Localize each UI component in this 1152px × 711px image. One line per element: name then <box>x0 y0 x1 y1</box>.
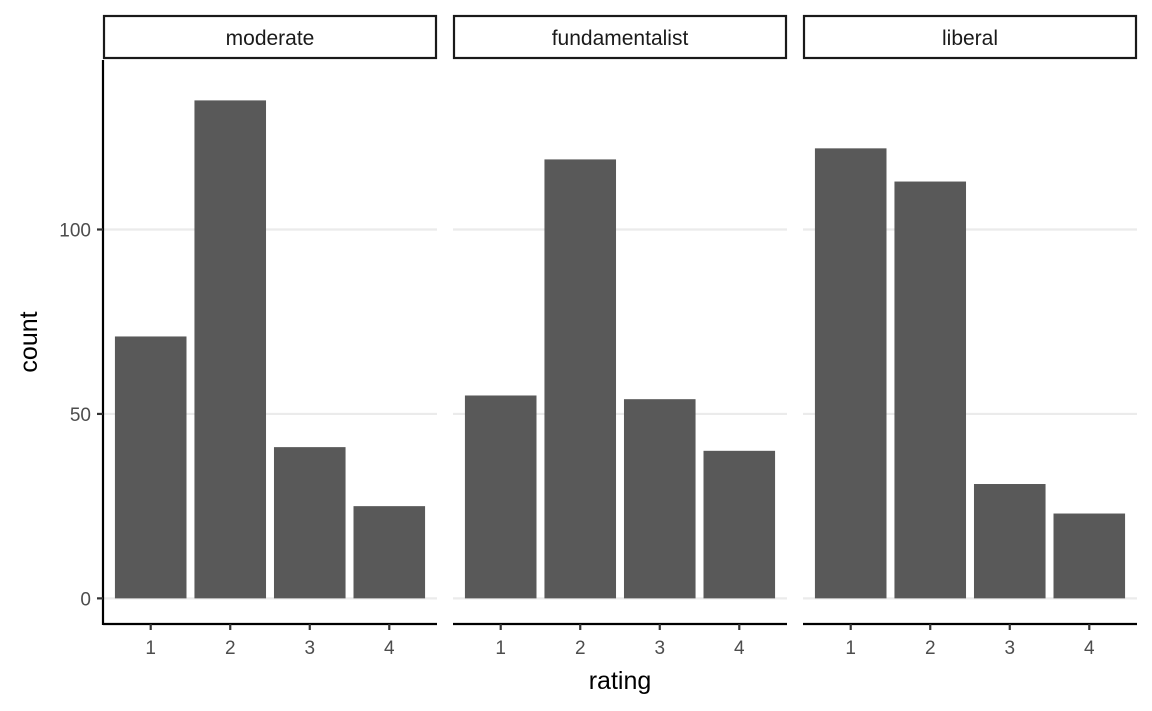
facet-panel-liberal: liberal 1 2 3 4 <box>802 14 1138 659</box>
y-tick-label: 100 <box>59 220 91 241</box>
bar-fundamentalist-4 <box>703 450 776 599</box>
bar-fundamentalist-3 <box>623 399 696 599</box>
facet-strip-label: fundamentalist <box>552 27 689 50</box>
facet-panel-moderate: moderate 1 2 3 4 0 50 100 <box>59 14 438 659</box>
bar-fundamentalist-2 <box>544 159 617 599</box>
bar-liberal-1 <box>814 148 887 599</box>
bar-liberal-3 <box>973 484 1046 599</box>
y-tick-label: 50 <box>70 405 91 426</box>
bar-moderate-1 <box>114 336 187 599</box>
x-tick-label: 4 <box>1084 638 1095 659</box>
facet-strip-label: liberal <box>942 27 998 50</box>
x-tick-label: 3 <box>304 638 315 659</box>
x-tick-label: 1 <box>145 638 156 659</box>
bar-moderate-3 <box>273 447 346 599</box>
x-tick-label: 4 <box>384 638 395 659</box>
facet-strip <box>452 14 788 60</box>
x-tick-label: 2 <box>575 638 586 659</box>
facet-panel-fundamentalist: fundamentalist 1 2 3 4 <box>452 14 788 659</box>
x-tick-label: 4 <box>734 638 745 659</box>
x-tick-label: 2 <box>925 638 936 659</box>
bar-moderate-4 <box>353 506 426 599</box>
y-tick-label: 0 <box>80 589 91 610</box>
x-tick-label: 1 <box>495 638 506 659</box>
bar-moderate-2 <box>194 100 267 599</box>
x-tick-label: 3 <box>654 638 665 659</box>
y-axis-title: count <box>15 311 43 372</box>
x-tick-label: 2 <box>225 638 236 659</box>
x-tick-label: 3 <box>1004 638 1015 659</box>
bar-fundamentalist-1 <box>464 395 537 599</box>
facet-strip <box>102 14 438 60</box>
bar-liberal-2 <box>894 181 967 599</box>
facet-strip <box>802 14 1138 60</box>
x-tick-label: 1 <box>845 638 856 659</box>
x-axis-title: rating <box>589 667 652 695</box>
facet-strip-label: moderate <box>226 27 315 50</box>
bar-liberal-4 <box>1053 513 1126 599</box>
